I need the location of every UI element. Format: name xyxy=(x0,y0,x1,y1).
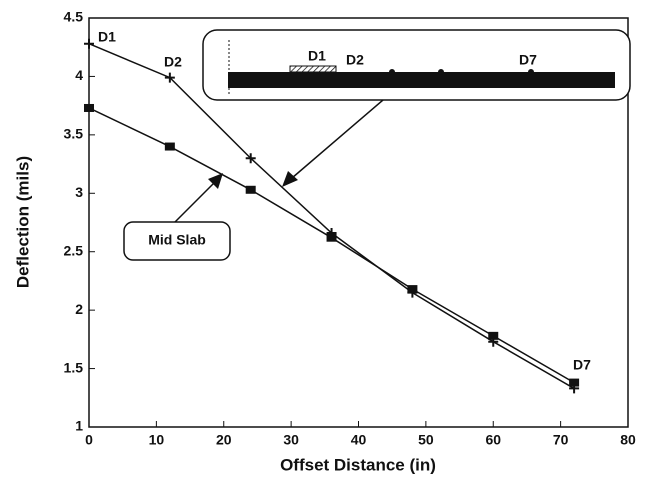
x-tick-label: 30 xyxy=(283,432,299,448)
annotation: D7 xyxy=(573,357,591,373)
x-tick-label: 60 xyxy=(485,432,501,448)
inset-slab xyxy=(228,72,615,88)
square-marker xyxy=(164,142,175,151)
x-tick-label: 0 xyxy=(85,432,93,448)
callout-box xyxy=(123,221,231,261)
x-tick-label: 80 xyxy=(620,432,636,448)
cross-marker xyxy=(245,153,256,164)
x-axis-title: Offset Distance (in) xyxy=(280,455,436,474)
y-tick-label: 1 xyxy=(75,418,83,434)
cross-marker xyxy=(84,38,94,49)
square-marker xyxy=(84,103,94,112)
legend-label: Mid Slab xyxy=(148,232,206,248)
annotation: D1 xyxy=(98,29,116,45)
y-tick-label: 4 xyxy=(75,67,83,83)
inset-sensor xyxy=(389,69,395,75)
y-tick-label: 2.5 xyxy=(64,242,84,258)
inset-sensor xyxy=(438,69,444,75)
x-tick-label: 70 xyxy=(553,432,569,448)
inset-label: D2 xyxy=(346,52,364,68)
y-axis-title: Deflection (mils) xyxy=(13,156,32,288)
y-tick-label: 3.5 xyxy=(64,126,84,142)
square-marker xyxy=(407,285,418,294)
square-marker xyxy=(569,378,580,387)
inset-load-plate xyxy=(289,65,337,73)
square-marker xyxy=(245,185,256,194)
x-tick-label: 20 xyxy=(216,432,232,448)
callout-arrow xyxy=(291,99,384,179)
inset-sensor xyxy=(528,69,534,75)
y-tick-label: 3 xyxy=(75,184,83,200)
inset-label: D1 xyxy=(308,48,326,64)
inset-label: D7 xyxy=(519,52,537,68)
x-tick-label: 40 xyxy=(351,432,367,448)
x-tick-label: 50 xyxy=(418,432,434,448)
inset: D1 D2 D7 xyxy=(202,29,631,101)
y-tick-label: 1.5 xyxy=(64,359,84,375)
arrow-head xyxy=(282,171,298,187)
arrow-head xyxy=(208,173,223,189)
square-marker xyxy=(488,331,499,340)
inset-frame xyxy=(202,29,631,101)
annotation: D2 xyxy=(164,54,182,70)
cross-marker xyxy=(164,72,175,83)
y-tick-label: 2 xyxy=(75,301,83,317)
callout-arrow xyxy=(174,181,216,223)
y-tick-label: 4.5 xyxy=(64,9,84,25)
x-tick-label: 10 xyxy=(149,432,165,448)
square-marker xyxy=(326,233,337,242)
